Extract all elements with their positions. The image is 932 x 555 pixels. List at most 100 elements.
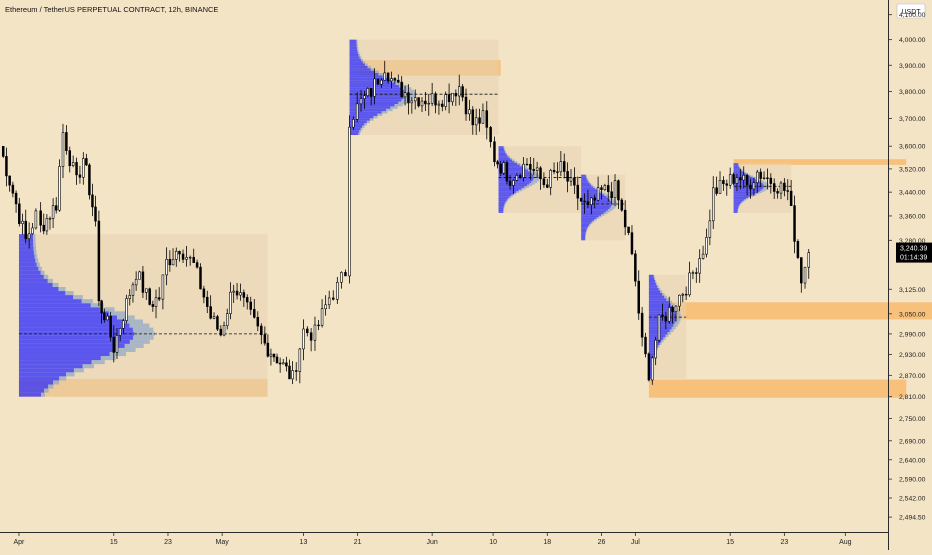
candle-body bbox=[566, 171, 569, 182]
candle bbox=[168, 250, 172, 272]
profile-bin bbox=[18, 262, 37, 267]
candle bbox=[623, 200, 627, 236]
profile-bin bbox=[733, 210, 738, 212]
y-tick-label: 3,050.00 bbox=[899, 311, 926, 318]
profile-bin bbox=[18, 351, 110, 357]
profile-bin bbox=[349, 125, 363, 128]
candle bbox=[355, 92, 359, 123]
profile-bin bbox=[18, 258, 36, 263]
candle-body bbox=[71, 162, 75, 167]
profile-bin-outer bbox=[524, 186, 529, 188]
candle bbox=[363, 90, 366, 109]
candle-body bbox=[34, 210, 38, 229]
profile-bin bbox=[349, 53, 359, 57]
profile-bin-outer bbox=[592, 186, 595, 188]
profile-bin bbox=[349, 63, 365, 66]
profile-bin bbox=[733, 163, 738, 165]
profile-bin bbox=[581, 217, 597, 219]
profile-bin bbox=[498, 149, 505, 152]
candle bbox=[630, 225, 634, 256]
profile-bin-outer bbox=[394, 104, 403, 107]
profile-bin-outer bbox=[503, 147, 505, 150]
profile-bin-outer bbox=[674, 321, 680, 325]
candle-body bbox=[285, 362, 288, 367]
profile-bin-outer bbox=[755, 193, 760, 195]
profile-bin bbox=[349, 80, 392, 83]
candle bbox=[266, 334, 270, 358]
candle bbox=[288, 359, 291, 380]
candle-body bbox=[762, 177, 766, 179]
candle bbox=[586, 189, 590, 208]
profile-bin-outer bbox=[742, 170, 745, 172]
volume-profile-5 bbox=[648, 274, 687, 379]
candle bbox=[68, 146, 72, 173]
profile-bin bbox=[349, 99, 402, 102]
profile-bin bbox=[18, 266, 39, 271]
profile-bin-outer bbox=[761, 181, 767, 184]
profile-bin-outer bbox=[32, 234, 36, 239]
profile-bin bbox=[498, 161, 515, 163]
profile-bin-outer bbox=[585, 233, 587, 236]
candle-body bbox=[103, 312, 106, 321]
candle-body bbox=[576, 184, 580, 199]
candle bbox=[118, 327, 122, 342]
candle bbox=[306, 326, 309, 337]
profile-bin-outer bbox=[359, 130, 362, 133]
price-axis-unit-box[interactable] bbox=[896, 3, 926, 19]
profile-bin bbox=[733, 209, 738, 211]
profile-bin-outer bbox=[737, 211, 739, 213]
candle-body bbox=[441, 103, 444, 107]
profile-bin-outer bbox=[584, 238, 586, 241]
x-tick-label: 21 bbox=[354, 539, 362, 546]
candle bbox=[282, 358, 285, 365]
profile-bin bbox=[18, 372, 67, 377]
candle bbox=[199, 263, 202, 290]
profile-bin bbox=[349, 101, 399, 105]
profile-bin bbox=[581, 215, 599, 218]
profile-bin-outer bbox=[586, 177, 588, 180]
candle-body bbox=[539, 167, 542, 180]
profile-bin-outer bbox=[750, 195, 754, 197]
candle bbox=[525, 158, 529, 166]
profile-bin-outer bbox=[585, 237, 586, 239]
candle-body bbox=[199, 266, 202, 290]
candle bbox=[681, 292, 685, 303]
candle bbox=[552, 162, 556, 175]
candle bbox=[285, 356, 288, 372]
candle bbox=[145, 288, 148, 300]
candle bbox=[674, 305, 678, 322]
candle bbox=[278, 357, 282, 373]
candle bbox=[671, 305, 674, 324]
candle bbox=[772, 178, 776, 200]
candle bbox=[573, 167, 576, 194]
profile-bin-outer bbox=[517, 162, 521, 165]
candle bbox=[157, 287, 161, 302]
profile-bin bbox=[733, 211, 738, 213]
candle bbox=[352, 116, 355, 131]
candle-body bbox=[573, 177, 576, 186]
price-axis[interactable]: USDT 4,100.00 4,000.00 3,900.00 3,800.00 3,7… bbox=[888, 0, 926, 550]
candle bbox=[366, 87, 370, 98]
profile-bin bbox=[349, 42, 357, 45]
profile-bin-outer bbox=[660, 290, 663, 294]
candle bbox=[742, 166, 745, 189]
profile-bin-outer bbox=[52, 282, 59, 287]
profile-bin bbox=[648, 360, 653, 364]
candle-body bbox=[461, 86, 464, 98]
candle-body bbox=[157, 297, 161, 300]
candle-body bbox=[128, 295, 132, 299]
profile-bin-outer bbox=[506, 199, 508, 202]
candle bbox=[317, 320, 320, 331]
candle bbox=[103, 308, 106, 323]
candle-body bbox=[691, 272, 695, 274]
candle bbox=[407, 84, 410, 115]
y-tick-label: 4,100.00 bbox=[899, 12, 926, 19]
candle bbox=[678, 294, 681, 312]
y-tick-label: 3,600.00 bbox=[899, 144, 926, 151]
profile-bin bbox=[349, 49, 358, 52]
y-tick-label: 3,520.00 bbox=[899, 166, 926, 173]
profile-bin bbox=[648, 282, 656, 286]
time-axis[interactable]: Apr 15 23 May 13 21 Jun 10 18 26 Jul 15 23 Aug bbox=[0, 532, 888, 546]
